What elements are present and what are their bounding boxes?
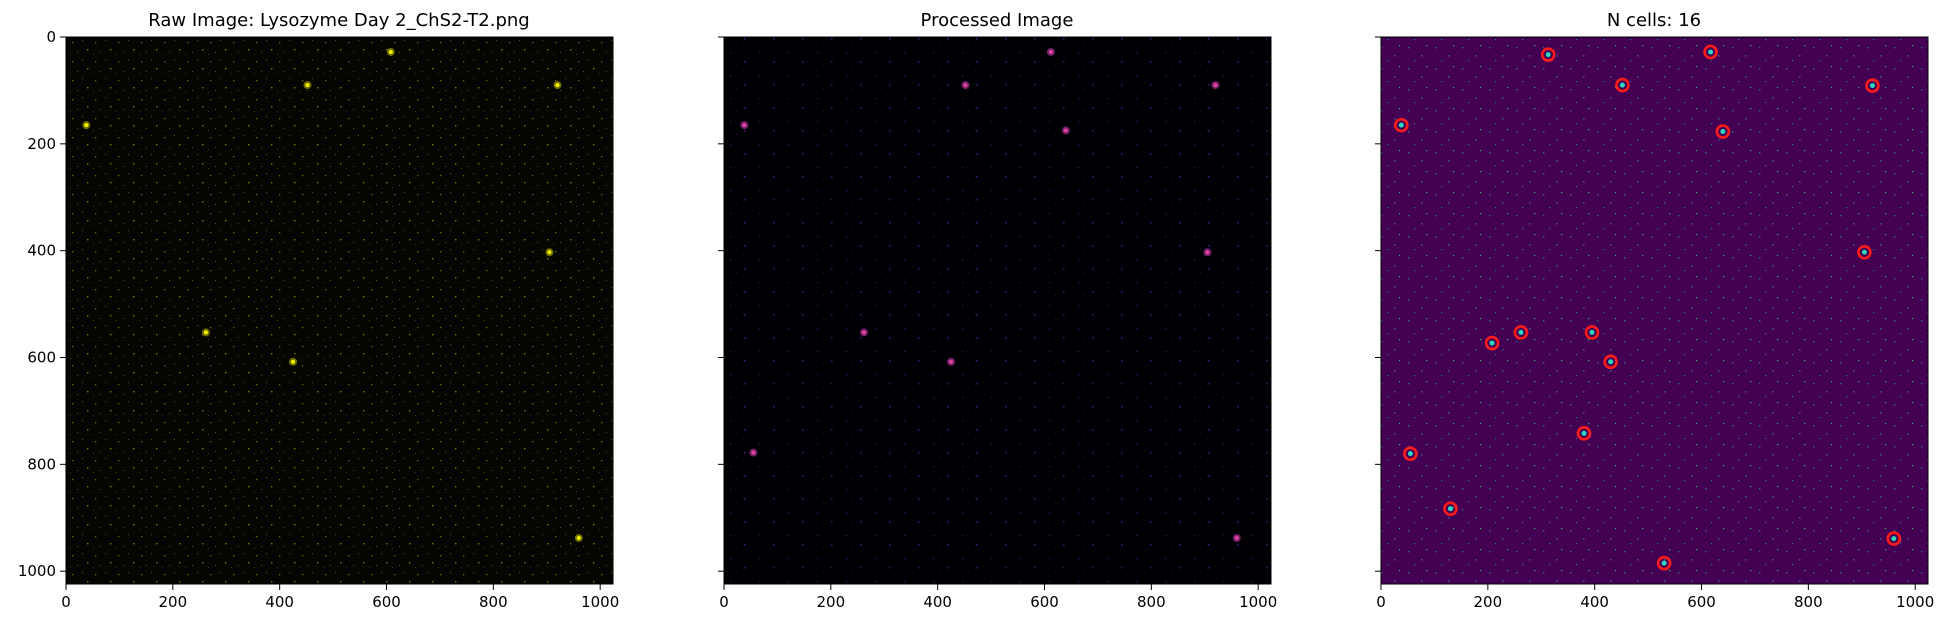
x-tick-label: 0	[61, 593, 71, 611]
bright-spot	[576, 536, 581, 541]
y-tick-label: 1000	[18, 562, 56, 580]
bright-spot	[555, 83, 560, 88]
y-tick-label: 0	[46, 28, 56, 46]
x-tick-label: 400	[265, 593, 294, 611]
x-tick-label: 200	[1474, 593, 1503, 611]
axes-frame-processed	[723, 36, 1272, 585]
y-tick-label: 800	[27, 455, 56, 473]
cell-center	[1861, 249, 1867, 255]
y-tick-label: 600	[27, 349, 56, 367]
bright-spot	[861, 330, 866, 335]
bright-spot	[84, 123, 89, 128]
cell-marker	[1513, 325, 1529, 340]
image-raw	[66, 37, 613, 584]
x-tick-label: 200	[817, 593, 846, 611]
cell-marker	[1403, 446, 1418, 461]
panel-title-cells: N cells: 16	[1607, 10, 1701, 31]
axes-frame-raw	[65, 36, 614, 585]
bright-spot	[1205, 250, 1210, 255]
axes-frame-cells	[1380, 36, 1929, 585]
x-tick-label: 600	[372, 593, 401, 611]
cell-marker	[1886, 531, 1902, 546]
cell-markers	[1393, 44, 1902, 571]
bright-spot	[751, 450, 756, 455]
cell-center	[1447, 506, 1453, 512]
cell-center	[1489, 340, 1495, 346]
y-tick-label: 400	[27, 242, 56, 260]
x-tick-label: 1000	[1896, 593, 1934, 611]
cell-center	[1398, 122, 1404, 128]
cell-center	[1891, 536, 1897, 542]
bright-spot	[1234, 536, 1239, 541]
cell-marker	[1857, 244, 1872, 260]
cell-center	[1589, 329, 1595, 335]
cell-center	[1608, 359, 1614, 365]
x-tick-label: 0	[719, 593, 729, 611]
cell-center	[1407, 451, 1413, 457]
cell-marker	[1615, 77, 1630, 93]
x-tick-label: 800	[1794, 593, 1823, 611]
cell-center	[1869, 83, 1875, 89]
panel-raw-image: Raw Image: Lysozyme Day 2_ChS2-T2.png 0 2…	[18, 10, 619, 611]
x-tick-label: 600	[1687, 593, 1716, 611]
bright-spot	[1213, 83, 1218, 88]
bright-spot	[203, 330, 208, 335]
cell-marker	[1656, 555, 1672, 571]
y-tick-label: 200	[27, 135, 56, 153]
cell-marker	[1865, 78, 1880, 93]
panel-processed-image: Processed Image 0 200 400 600 800 1000	[718, 10, 1277, 611]
cell-marker	[1443, 501, 1458, 516]
bright-spot	[547, 250, 552, 255]
cell-center	[1518, 329, 1524, 335]
cell-center	[1619, 82, 1625, 88]
x-tick-label: 1000	[581, 593, 619, 611]
bright-spot	[742, 123, 747, 128]
axis-ticks-raw: 0 200 400 600 800 1000 0 200 400 600 800 1000	[18, 28, 619, 611]
cell-center	[1545, 52, 1551, 58]
cell-center	[1708, 49, 1714, 55]
bright-spots-processed	[740, 47, 1241, 543]
x-tick-label: 400	[1580, 593, 1609, 611]
cell-marker	[1393, 117, 1409, 133]
cell-center	[1581, 430, 1587, 436]
panel-title-processed: Processed Image	[921, 10, 1074, 31]
bright-spot	[963, 83, 968, 88]
axis-ticks-cells: 0 200 400 600 800 1000	[1375, 36, 1934, 611]
panel-cell-count: N cells: 16 0 200 400 600 800 1000	[1375, 10, 1934, 611]
cell-marker	[1540, 47, 1556, 62]
panel-title-raw: Raw Image: Lysozyme Day 2_ChS2-T2.png	[148, 10, 529, 31]
cell-center	[1720, 129, 1726, 135]
cell-center	[1661, 560, 1667, 566]
bright-spot	[305, 83, 310, 88]
image-processed	[724, 37, 1271, 584]
bright-spots-raw	[82, 47, 583, 543]
x-tick-label: 800	[479, 593, 508, 611]
cell-marker	[1715, 124, 1731, 139]
x-tick-label: 1000	[1239, 593, 1277, 611]
bright-spot	[1063, 128, 1068, 133]
cell-marker	[1484, 335, 1500, 351]
bright-spot	[388, 49, 393, 54]
image-mask	[1381, 37, 1928, 584]
cell-marker	[1603, 354, 1618, 370]
bright-spot	[949, 359, 954, 364]
cell-marker	[1576, 426, 1592, 441]
x-tick-label: 400	[923, 593, 952, 611]
axis-ticks-processed: 0 200 400 600 800 1000	[718, 36, 1277, 611]
x-tick-label: 200	[159, 593, 188, 611]
x-tick-label: 800	[1137, 593, 1166, 611]
bright-spot	[1048, 49, 1053, 54]
x-tick-label: 0	[1376, 593, 1386, 611]
x-tick-label: 600	[1030, 593, 1059, 611]
cell-marker	[1703, 44, 1718, 60]
cell-marker	[1584, 325, 1600, 340]
bright-spot	[291, 359, 296, 364]
